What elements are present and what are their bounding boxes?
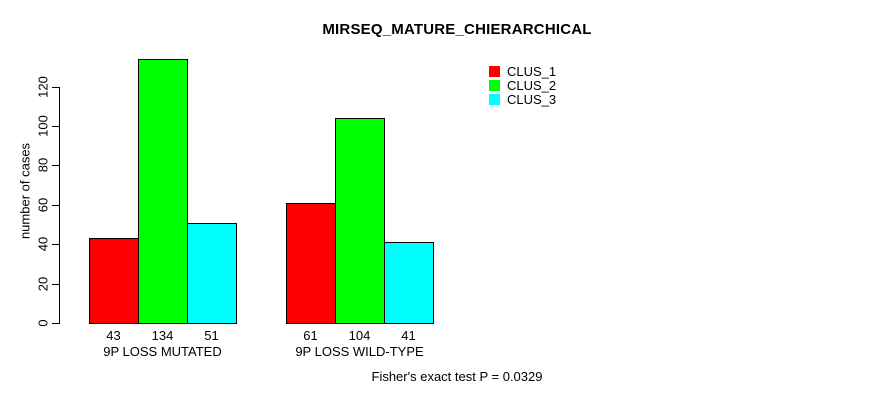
- y-tick-label: 20: [35, 276, 51, 292]
- y-tick: [52, 284, 59, 285]
- y-tick: [52, 244, 59, 245]
- bar-clus_2: [138, 59, 188, 324]
- legend-label: CLUS_3: [507, 91, 557, 107]
- y-tick-label: 120: [35, 76, 51, 98]
- legend-label: CLUS_1: [507, 63, 557, 79]
- y-tick-label: 60: [35, 197, 51, 213]
- bar-value-label: 51: [204, 328, 219, 343]
- legend: CLUS_1 CLUS_2 CLUS_3: [489, 63, 557, 107]
- legend-item: CLUS_3: [489, 91, 557, 107]
- y-tick: [52, 205, 59, 206]
- y-tick: [52, 323, 59, 324]
- y-tick-label: 0: [35, 319, 51, 327]
- y-axis-line: [59, 87, 60, 324]
- bar-value-label: 104: [348, 328, 371, 343]
- bar-clus_3: [384, 242, 434, 324]
- y-tick-label: 40: [35, 236, 51, 252]
- y-tick: [52, 165, 59, 166]
- chart-title: MIRSEQ_MATURE_CHIERARCHICAL: [322, 21, 592, 38]
- annotation-text: Fisher's exact test P = 0.0329: [371, 369, 543, 384]
- bar-value-label: 43: [106, 328, 121, 343]
- group-label: 9P LOSS MUTATED: [103, 344, 222, 359]
- y-axis-label: number of cases: [17, 142, 33, 240]
- bar-value-label: 61: [303, 328, 318, 343]
- y-tick: [52, 87, 59, 88]
- y-tick-label: 80: [35, 157, 51, 173]
- legend-item: CLUS_2: [489, 77, 557, 93]
- bar-clus_3: [187, 223, 237, 324]
- bar-clus_1: [89, 238, 139, 324]
- legend-color-swatch: [489, 65, 500, 77]
- bar-clus_2: [335, 118, 385, 324]
- y-tick: [52, 126, 59, 127]
- legend-color-swatch: [489, 79, 500, 91]
- bar-clus_1: [286, 203, 336, 324]
- legend-label: CLUS_2: [507, 77, 557, 93]
- group-label: 9P LOSS WILD-TYPE: [295, 344, 424, 359]
- bar-value-label: 41: [401, 328, 416, 343]
- legend-item: CLUS_1: [489, 63, 557, 79]
- bar-value-label: 134: [151, 328, 174, 343]
- legend-color-swatch: [489, 93, 500, 105]
- y-tick-label: 100: [35, 115, 51, 137]
